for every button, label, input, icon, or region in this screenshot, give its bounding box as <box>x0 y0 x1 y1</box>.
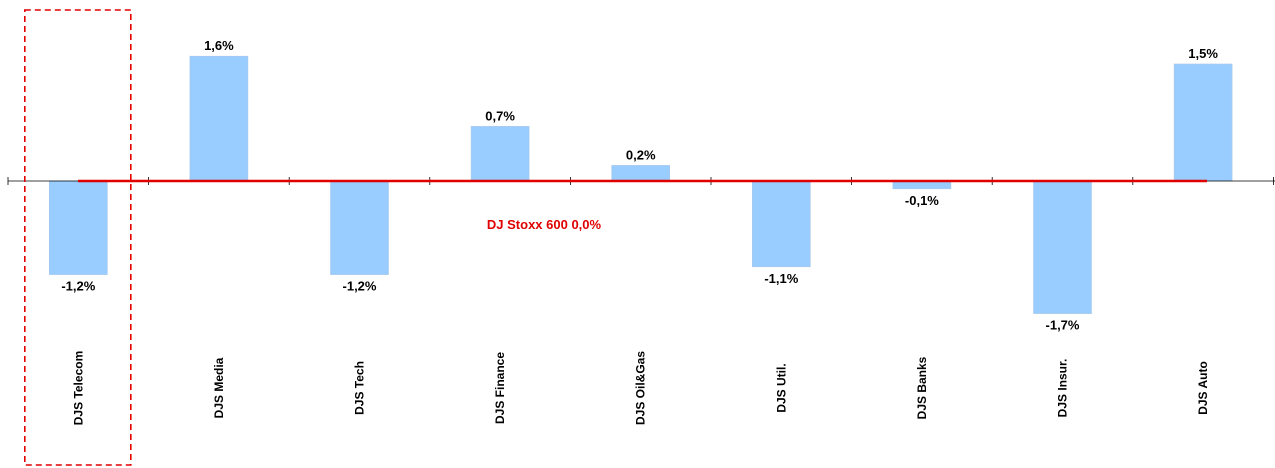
bar-djs-tech <box>330 180 389 275</box>
value-label: -1,7% <box>1046 318 1080 333</box>
bar-djs-insur- <box>1033 180 1092 314</box>
category-label: DJS Oil&Gas <box>634 351 648 425</box>
highlight-group <box>23 9 132 466</box>
category-label: DJS Tech <box>353 361 367 415</box>
value-label: 0,2% <box>626 147 656 162</box>
category-label: DJS Util. <box>774 363 788 412</box>
value-label: 1,6% <box>204 38 234 53</box>
value-label: 1,5% <box>1188 46 1218 61</box>
value-label: 0,7% <box>485 108 515 123</box>
value-label: -1,1% <box>764 271 798 286</box>
bar-djs-telecom <box>48 180 108 275</box>
bar-djs-finance <box>470 126 530 182</box>
reference-line-group: DJ Stoxx 600 0,0% <box>78 179 1207 232</box>
value-labels: -1,2% 1,6% -1,2% 0,7% 0,2% -1,1% -0,1% -1,7% 1,5… <box>61 38 1218 332</box>
value-label: -1,2% <box>61 279 95 294</box>
category-label: DJS Finance <box>493 352 507 424</box>
bar-djs-oil-gas <box>611 165 671 182</box>
category-label: DJS Telecom <box>71 351 85 425</box>
value-label: -1,2% <box>343 279 377 294</box>
bars-layer <box>48 55 1233 314</box>
highlight-box <box>23 9 132 466</box>
reference-line-label: DJ Stoxx 600 0,0% <box>487 217 602 232</box>
category-labels: DJS Telecom DJS Media DJS Tech DJS Finance D… <box>71 351 1210 426</box>
category-label: DJS Insur. <box>1056 359 1070 418</box>
value-label: -0,1% <box>905 193 939 208</box>
category-label: DJS Banks <box>915 356 929 419</box>
category-label: DJS Auto <box>1196 361 1210 415</box>
bar-djs-media <box>189 55 249 182</box>
bar-djs-auto <box>1173 63 1233 182</box>
bar-djs-util- <box>751 180 811 268</box>
category-label: DJS Media <box>212 357 226 418</box>
